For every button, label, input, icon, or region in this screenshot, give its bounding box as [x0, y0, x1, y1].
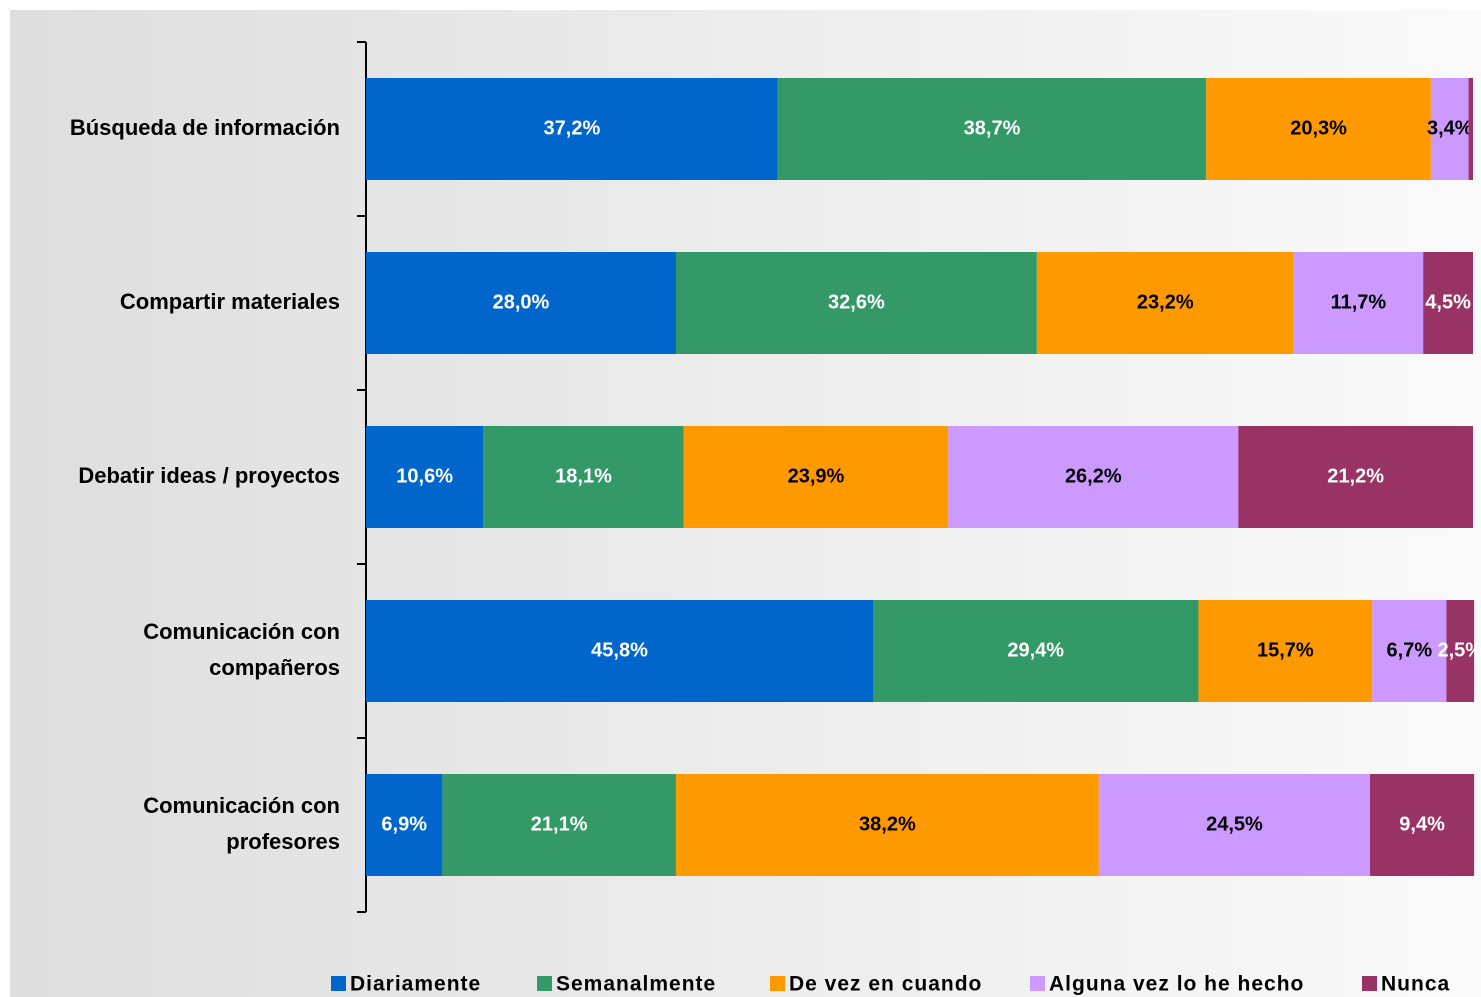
bar-segment [1238, 426, 1473, 528]
bar-segment [1372, 600, 1447, 702]
legend-swatch [1030, 976, 1045, 991]
value-label: 10,6% [396, 465, 453, 487]
legend-swatch [331, 976, 346, 991]
value-label: 24,5% [1206, 813, 1263, 835]
value-label: 11,7% [1331, 291, 1387, 313]
value-label: 38,7% [964, 117, 1021, 139]
bar-segment [1370, 774, 1475, 876]
value-label: 6,9% [381, 813, 427, 835]
bar-segment [1430, 78, 1469, 180]
value-label: 18,1% [555, 465, 612, 487]
value-label: 21,1% [531, 813, 588, 835]
legend-label: Semanalmente [556, 973, 716, 996]
value-label: 26,2% [1065, 465, 1122, 487]
bar-segment [1098, 774, 1371, 876]
bar-segment [366, 252, 676, 354]
bar-segment [1293, 252, 1424, 354]
y-tick-label: Búsqueda de información [70, 115, 340, 140]
legend-swatch [537, 976, 552, 991]
value-label: 45,8% [591, 639, 648, 661]
bar-segment [1468, 78, 1473, 180]
bar-segment [483, 426, 684, 528]
value-label: 20,3% [1290, 117, 1347, 139]
value-label: 4,5% [1425, 291, 1471, 313]
y-tick-label: Comunicación con compañeros [143, 619, 340, 680]
value-label: 2,5% [1437, 639, 1481, 661]
legend-swatch [770, 976, 785, 991]
legend-label: Diariamente [350, 973, 481, 996]
bar-segment [366, 600, 874, 702]
value-label: 23,2% [1137, 291, 1194, 313]
value-label: 37,2% [544, 117, 601, 139]
value-label: 21,2% [1327, 465, 1384, 487]
y-tick-label: Comunicación con profesores [143, 793, 340, 854]
value-label: 23,9% [788, 465, 845, 487]
bar-segment [777, 78, 1207, 180]
bar-segment [1423, 252, 1473, 354]
bar-segment [366, 774, 443, 876]
bar-segment [1036, 252, 1294, 354]
bar-segment [366, 426, 484, 528]
bar-segment [683, 426, 949, 528]
bar-segment [442, 774, 676, 876]
bar-segment [1446, 600, 1475, 702]
legend-label: Alguna vez lo he hecho [1049, 973, 1304, 996]
bar-segment [948, 426, 1239, 528]
value-label: 32,6% [828, 291, 885, 313]
y-tick-label: Debatir ideas / proyectos [78, 463, 340, 488]
bar-segment [1198, 600, 1373, 702]
legend-label: Nunca [1381, 973, 1450, 996]
bar-segment [873, 600, 1199, 702]
value-label: 9,4% [1399, 813, 1445, 835]
value-label: 29,4% [1007, 639, 1064, 661]
value-label: 28,0% [493, 291, 550, 313]
y-tick-label: Compartir materiales [120, 289, 340, 314]
legend-swatch [1362, 976, 1377, 991]
bar-segment [366, 78, 778, 180]
bar-segment [1206, 78, 1431, 180]
legend-label: De vez en cuando [789, 973, 982, 996]
value-label: 3,4% [1427, 117, 1473, 139]
value-label: 38,2% [859, 813, 916, 835]
value-label: 15,7% [1257, 639, 1314, 661]
bar-segment [675, 252, 1037, 354]
bar-segment [675, 774, 1099, 876]
value-label: 6,7% [1387, 639, 1433, 661]
